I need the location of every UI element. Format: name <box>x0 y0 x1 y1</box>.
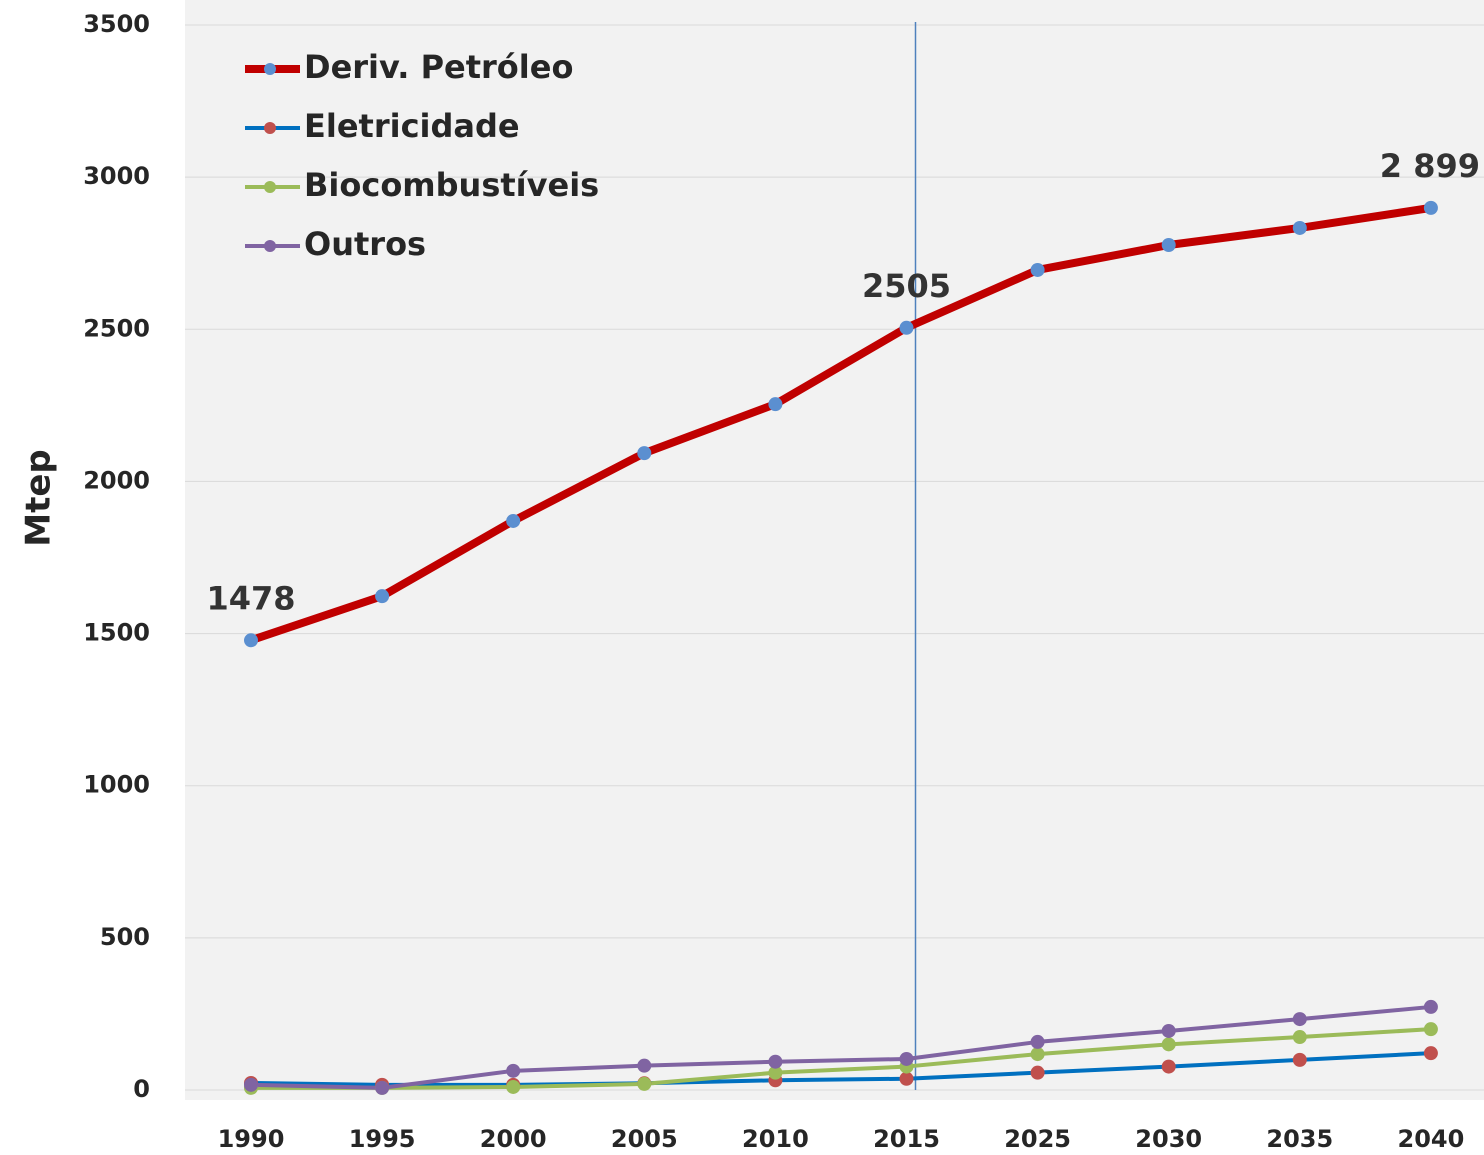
x-tick-label: 2000 <box>480 1125 547 1153</box>
y-tick-label: 0 <box>133 1075 150 1103</box>
series-line <box>251 1027 1432 1090</box>
point-marker <box>768 1054 783 1069</box>
y-axis-label: Mtep <box>19 449 59 546</box>
point-marker <box>1292 1052 1307 1067</box>
point-marker <box>1423 1022 1438 1037</box>
point-marker <box>375 1080 390 1095</box>
legend-marker <box>264 122 276 134</box>
legend-label: Biocombustíveis <box>304 166 599 204</box>
point-marker <box>899 1071 914 1086</box>
point-marker <box>1030 1065 1045 1080</box>
legend-label: Deriv. Petróleo <box>304 48 573 86</box>
point-marker <box>244 1077 258 1092</box>
point-marker <box>1030 1047 1045 1062</box>
y-tick-label: 2000 <box>83 466 150 494</box>
y-tick-label: 500 <box>100 923 150 951</box>
x-tick-label: 2005 <box>611 1125 678 1153</box>
point-marker <box>1030 1034 1045 1049</box>
point-marker <box>506 1063 521 1078</box>
series-line <box>250 1004 1432 1090</box>
series-line <box>249 203 1432 645</box>
y-tick-label: 3000 <box>83 162 150 190</box>
y-tick-label: 2500 <box>83 314 150 342</box>
point-marker <box>1030 262 1045 277</box>
point-marker <box>1161 1059 1176 1074</box>
point-marker <box>506 513 521 528</box>
x-tick-label: 2015 <box>873 1125 940 1153</box>
point-marker <box>1423 999 1438 1014</box>
data-label: 1478 <box>206 579 295 617</box>
data-label: 2505 <box>862 267 951 305</box>
y-tick-label: 1500 <box>83 619 150 647</box>
plot-area <box>185 0 1484 1100</box>
point-marker <box>1292 1030 1307 1045</box>
point-marker <box>899 320 914 335</box>
x-tick-label: 1990 <box>218 1125 285 1153</box>
point-marker <box>1161 237 1176 252</box>
x-tick-label: 1995 <box>349 1125 416 1153</box>
point-marker <box>1292 220 1307 235</box>
point-marker <box>1423 200 1438 215</box>
point-marker <box>1161 1023 1176 1038</box>
point-marker <box>1161 1037 1176 1052</box>
point-marker <box>637 1058 652 1073</box>
point-marker <box>899 1051 914 1066</box>
point-marker <box>375 589 390 604</box>
point-marker <box>244 633 258 648</box>
y-tick-label: 3500 <box>83 10 150 38</box>
x-tick-label: 2010 <box>742 1125 809 1153</box>
series-line <box>250 1051 1432 1087</box>
point-marker <box>637 446 652 461</box>
legend-label: Outros <box>304 225 426 263</box>
point-marker <box>1423 1046 1438 1061</box>
point-marker <box>637 1076 652 1091</box>
legend-label: Eletricidade <box>304 107 520 145</box>
data-label: 2 899 <box>1380 147 1480 185</box>
point-marker <box>768 397 783 412</box>
point-marker <box>1292 1012 1307 1027</box>
legend-marker <box>264 181 276 193</box>
legend-marker <box>264 63 276 75</box>
x-tick-label: 2035 <box>1266 1125 1333 1153</box>
x-tick-label: 2025 <box>1004 1125 1071 1153</box>
legend-marker <box>264 240 276 252</box>
x-tick-label: 2040 <box>1398 1125 1465 1153</box>
x-tick-label: 2030 <box>1135 1125 1202 1153</box>
y-tick-label: 1000 <box>83 771 150 799</box>
point-marker <box>506 1079 521 1094</box>
point-marker <box>768 1065 783 1080</box>
